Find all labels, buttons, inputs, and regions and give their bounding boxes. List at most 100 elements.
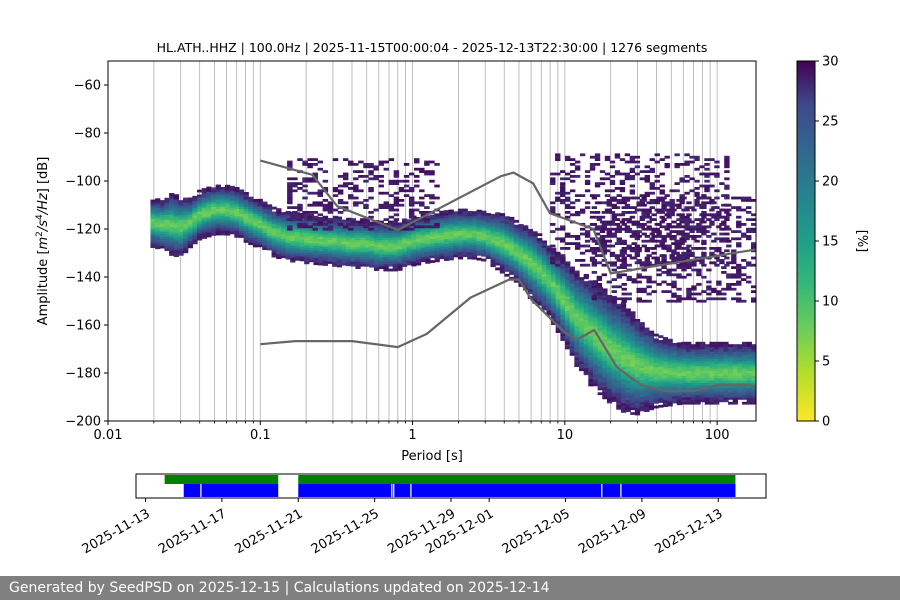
psd-cell [234,227,240,231]
psd-cell [457,249,464,253]
psd-cell [206,215,212,219]
psd-cell [262,203,268,207]
psd-cell [620,349,627,353]
psd-outlier-cell [661,208,667,212]
psd-cell [574,301,580,305]
psd-outlier-cell [368,163,374,166]
psd-cell [672,357,678,361]
psd-cell [299,258,305,262]
psd-cell [704,344,711,347]
psd-cell [388,223,394,226]
y-tick-label: −80 [74,127,101,142]
psd-cell [653,357,659,361]
psd-cell [546,307,552,311]
psd-cell [700,344,706,347]
psd-cell [266,216,273,220]
psd-outlier-cell [716,280,722,284]
psd-cell [415,262,422,266]
psd-outlier-cell [348,196,354,200]
psd-outlier-cell [641,223,647,226]
psd-cell [238,191,245,195]
psd-cell [574,325,580,329]
psd-cell [546,276,552,280]
psd-outlier-cell [699,261,705,265]
psd-cell [197,223,203,227]
psd-cell [700,397,706,400]
psd-outlier-cell [679,179,685,183]
psd-cell [178,204,184,208]
psd-cell [574,361,580,365]
psd-cell [602,331,608,335]
psd-cell [220,218,226,221]
data-available-span [298,475,736,484]
psd-cell [322,260,329,264]
psd-outlier-cell [701,263,707,267]
psd-cell [201,209,207,213]
psd-outlier-cell [589,155,596,159]
psd-cell [509,272,515,275]
psd-cell [211,220,217,224]
psd-cell [211,228,217,231]
psd-cell [746,370,752,374]
psd-cell [630,397,636,401]
psd-cell [742,397,748,400]
psd-outlier-cell [684,208,690,212]
psd-cell [690,377,697,381]
psd-cell [150,218,156,222]
psd-outlier-cell [711,201,717,205]
psd-cell [439,210,445,214]
psd-cell [490,245,496,248]
psd-cell [574,306,580,310]
psd-cell [285,251,291,255]
psd-outlier-cell [621,227,627,231]
psd-cell [700,375,706,379]
psd-outlier-cell [621,287,627,291]
psd-cell [499,225,506,228]
psd-cell [150,233,156,236]
psd-cell [415,245,422,249]
psd-cell [448,235,454,239]
psd-cell [439,251,445,255]
psd-outlier-cell [327,211,334,214]
psd-cell [714,353,720,357]
psd-cell [252,234,259,238]
psd-outlier-cell [681,275,687,279]
psd-cell [523,280,529,284]
psd-cell [597,344,603,348]
psd-cell [648,366,655,370]
psd-cell [504,249,510,253]
psd-outlier-cell [601,239,608,243]
psd-cell [578,284,585,288]
psd-cell [630,354,636,358]
psd-cell [569,302,575,306]
psd-cell [746,356,752,359]
psd-cell [169,207,175,211]
psd-cell [574,340,580,343]
psd-cell [332,230,338,234]
psd-cell [173,215,179,219]
psd-outlier-cell [659,191,665,195]
psd-cell [574,304,580,307]
psd-outlier-cell [694,218,700,221]
psd-outlier-cell [661,280,667,284]
psd-outlier-cell [641,290,647,293]
psd-cell [602,336,608,340]
psd-cell [667,401,673,405]
psd-outlier-cell [681,218,687,221]
psd-cell [686,349,692,352]
psd-cell [751,380,756,383]
psd-outlier-cell [706,218,712,221]
psd-cell [159,219,166,223]
psd-outlier-cell [408,196,415,200]
psd-cell [532,279,538,283]
psd-cell [537,295,543,299]
psd-cell [299,212,305,216]
psd-outlier-cell [716,283,722,286]
psd-cell [630,383,636,387]
psd-cell [541,307,547,311]
psd-cell [229,207,235,211]
psd-outlier-cell [641,239,647,243]
psd-cell [523,244,529,248]
psd-cell [709,373,715,376]
psd-cell [336,233,343,237]
